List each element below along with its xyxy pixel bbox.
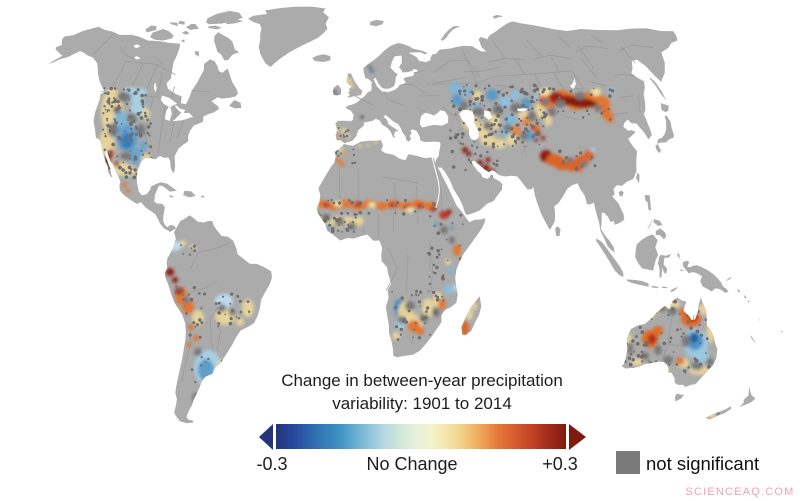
svg-text:variability: 1901 to 2014: variability: 1901 to 2014 bbox=[332, 394, 512, 413]
svg-text:+0.3: +0.3 bbox=[542, 454, 578, 474]
svg-text:Change in between-year precipi: Change in between-year precipitation bbox=[281, 371, 563, 390]
svg-text:not significant: not significant bbox=[646, 453, 759, 474]
svg-text:No Change: No Change bbox=[366, 454, 457, 474]
svg-text:-0.3: -0.3 bbox=[256, 454, 287, 474]
svg-text:SCIENCEAQ.COM: SCIENCEAQ.COM bbox=[685, 486, 794, 498]
